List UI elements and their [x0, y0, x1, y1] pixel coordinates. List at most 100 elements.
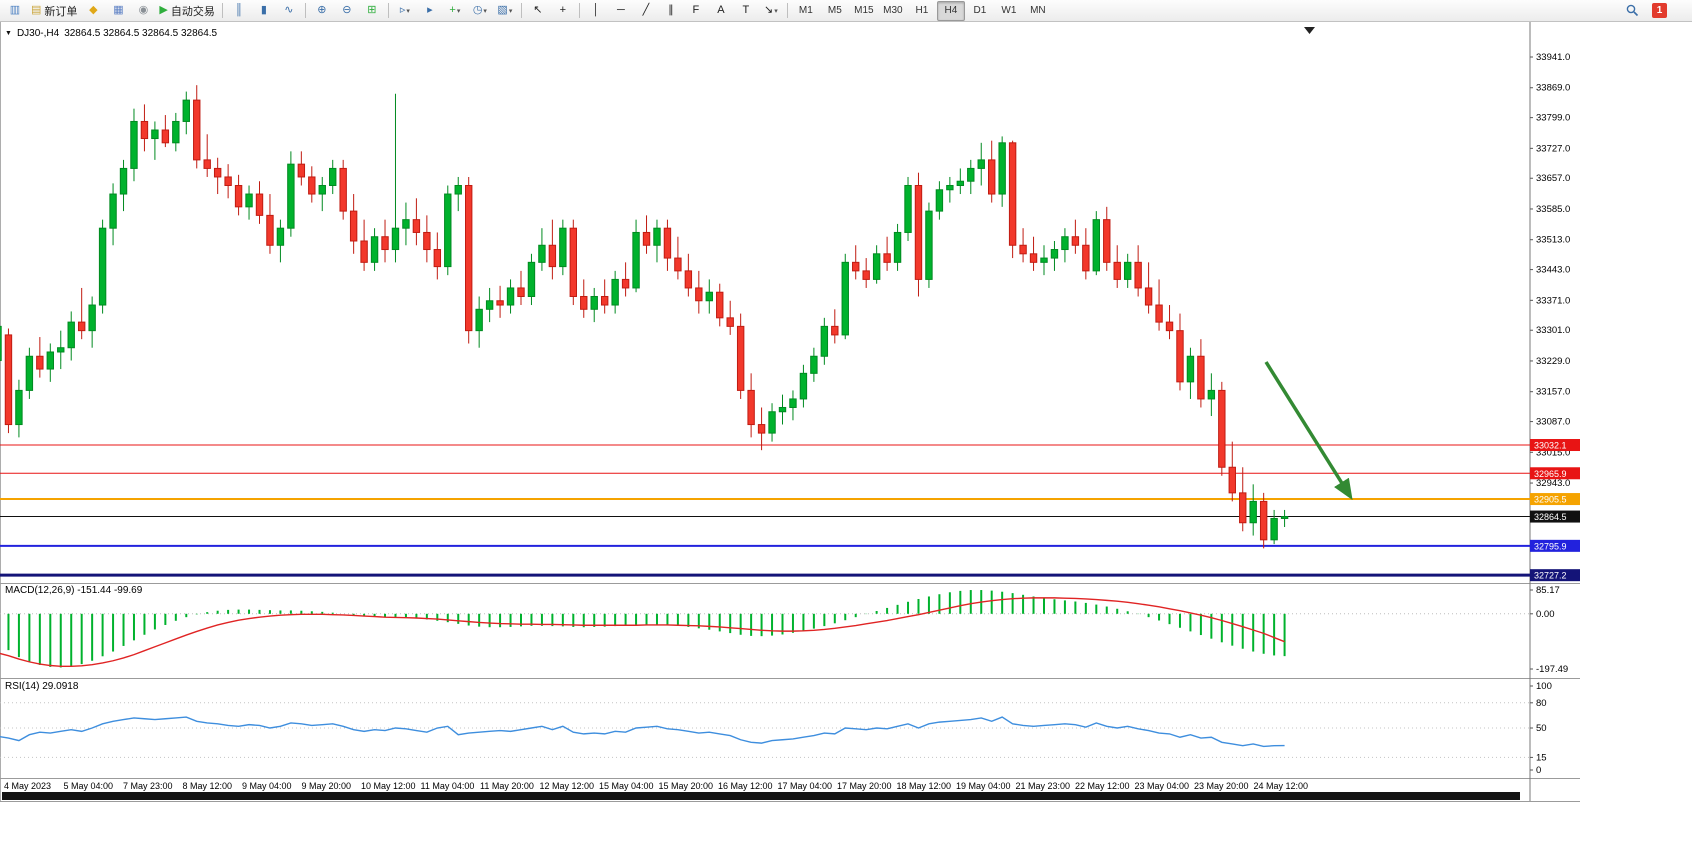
toolbar-separator: [578, 3, 580, 18]
timeframe-m30-button[interactable]: M30: [883, 5, 903, 16]
timeframe-m1-button[interactable]: M1: [798, 5, 813, 16]
equidistant-channel-button[interactable]: ∥: [659, 1, 683, 21]
notification-badge[interactable]: 1: [1652, 3, 1667, 18]
chart-shift-caret-icon[interactable]: ▾: [406, 7, 410, 15]
ohlc-values: 32864.5 32864.5 32864.5 32864.5: [64, 28, 218, 39]
trend-arrow-annotation[interactable]: [1264, 361, 1353, 501]
toolbar-right: 1: [1620, 1, 1667, 21]
text-label-button[interactable]: T: [734, 1, 758, 21]
vertical-line-icon: │: [592, 4, 600, 16]
price-tag: [1530, 467, 1580, 480]
svg-text:11 May 20:00: 11 May 20:00: [480, 781, 534, 791]
periods-icon: ◷: [472, 4, 483, 16]
price-tag: [1530, 439, 1580, 452]
search-button[interactable]: [1620, 1, 1644, 21]
toolbar: ▥ ▤ 新订单 ◆ ▦ ◉ ▶ 自动交易 ║ ▮ ∿ ⊕ ⊖ ⊞ ▹ ▾ ▸ + ▾ ◷ ▾ ▧ ▾ ↖ + │ ─ ╱ ∥ F A T ↘ ▾ M…: [0, 0, 1692, 22]
svg-text:15 May 20:00: 15 May 20:00: [659, 781, 714, 791]
new-order-button[interactable]: ▤ 新订单: [28, 1, 80, 21]
navigator-icon: ◉: [138, 4, 149, 16]
bars-chart-button[interactable]: ║: [227, 1, 251, 21]
svg-text:18 May 12:00: 18 May 12:00: [897, 781, 952, 791]
svg-text:19 May 04:00: 19 May 04:00: [956, 781, 1011, 791]
chart-shift-button[interactable]: ▹ ▾: [393, 1, 417, 21]
indicators-button[interactable]: + ▾: [443, 1, 467, 21]
auto-scroll-button[interactable]: ▸: [418, 1, 442, 21]
svg-text:32864.5: 32864.5: [1534, 512, 1567, 522]
svg-text:32795.9: 32795.9: [1534, 541, 1567, 551]
periods-caret-icon[interactable]: ▾: [483, 7, 487, 15]
price-tag: [1530, 510, 1580, 523]
fibonacci-button[interactable]: F: [684, 1, 708, 21]
svg-text:22 May 12:00: 22 May 12:00: [1075, 781, 1130, 791]
chart-menu-icon[interactable]: [1304, 27, 1315, 34]
symbol-dropdown-icon[interactable]: ▼: [5, 30, 12, 37]
svg-text:32965.9: 32965.9: [1534, 469, 1567, 479]
cursor-button[interactable]: ↖: [526, 1, 550, 21]
new-chart-button[interactable]: ▥: [3, 1, 27, 21]
svg-text:33585.0: 33585.0: [1536, 204, 1570, 215]
zoom-in-button[interactable]: ⊕: [310, 1, 334, 21]
toolbar-separator: [387, 3, 389, 18]
arrows-icon: ↘: [764, 4, 774, 16]
svg-text:-197.49: -197.49: [1536, 664, 1568, 675]
toolbar-separator: [221, 3, 223, 18]
timeframe-mn-button[interactable]: MN: [1030, 5, 1046, 16]
timeframe-m5-button[interactable]: M5: [827, 5, 842, 16]
timeframe-w1-button[interactable]: W1: [1001, 5, 1017, 16]
timeframe-d1-button[interactable]: D1: [973, 5, 987, 16]
text-label-icon: T: [742, 4, 750, 16]
rsi-panel: 100 80 50 15 0: [0, 681, 1552, 776]
candles-chart-button[interactable]: ▮: [252, 1, 276, 21]
svg-text:33657.0: 33657.0: [1536, 173, 1570, 184]
macd-label: MACD(12,26,9) -151.44 -99.69: [5, 585, 143, 596]
candles-layer[interactable]: [0, 85, 1289, 549]
arrows-button[interactable]: ↘ ▾: [759, 1, 783, 21]
auto-trading-label: 自动交易: [170, 5, 215, 18]
horizontal-line-icon: ─: [616, 4, 625, 16]
market-watch-button[interactable]: ◆: [81, 1, 105, 21]
auto-scroll-icon: ▸: [427, 4, 433, 16]
macd-panel: 85.17 0.00 -197.49: [0, 585, 1568, 675]
svg-text:85.17: 85.17: [1536, 585, 1560, 596]
svg-text:33799.0: 33799.0: [1536, 113, 1570, 124]
line-chart-button[interactable]: ∿: [277, 1, 301, 21]
svg-text:33869.0: 33869.0: [1536, 83, 1570, 94]
data-window-button[interactable]: ▦: [106, 1, 130, 21]
fibonacci-icon: F: [692, 4, 700, 16]
svg-text:24 May 12:00: 24 May 12:00: [1254, 781, 1309, 791]
vertical-line-button[interactable]: │: [584, 1, 608, 21]
crosshair-button[interactable]: +: [551, 1, 575, 21]
svg-text:0: 0: [1536, 765, 1541, 776]
svg-text:33087.0: 33087.0: [1536, 417, 1570, 428]
trendline-button[interactable]: ╱: [634, 1, 658, 21]
svg-text:16 May 12:00: 16 May 12:00: [718, 781, 773, 791]
arrows-caret-icon[interactable]: ▾: [774, 7, 778, 15]
new-order-label: 新订单: [44, 5, 78, 18]
zoom-out-button[interactable]: ⊖: [335, 1, 359, 21]
svg-text:4 May 2023: 4 May 2023: [4, 781, 51, 791]
indicators-caret-icon[interactable]: ▾: [456, 7, 461, 15]
horizontal-line-button[interactable]: ─: [609, 1, 633, 21]
svg-text:100: 100: [1536, 681, 1552, 692]
svg-text:33015.0: 33015.0: [1536, 447, 1570, 458]
templates-caret-icon[interactable]: ▾: [508, 7, 513, 15]
navigator-button[interactable]: ◉: [131, 1, 155, 21]
templates-button[interactable]: ▧ ▾: [493, 1, 517, 21]
crosshair-icon: +: [559, 4, 567, 16]
h-scrollbar-thumb[interactable]: [2, 792, 1520, 800]
tile-windows-button[interactable]: ⊞: [360, 1, 384, 21]
toolbar-separator: [520, 3, 522, 18]
svg-text:33032.1: 33032.1: [1534, 441, 1567, 451]
svg-text:33727.0: 33727.0: [1536, 143, 1570, 154]
svg-text:33301.0: 33301.0: [1536, 325, 1570, 336]
svg-text:11 May 04:00: 11 May 04:00: [421, 781, 475, 791]
svg-text:7 May 23:00: 7 May 23:00: [123, 781, 173, 791]
periods-button[interactable]: ◷ ▾: [468, 1, 492, 21]
zoom-in-icon: ⊕: [317, 4, 327, 16]
auto-trading-button[interactable]: ▶ 自动交易: [156, 1, 217, 21]
timeframe-h1-button[interactable]: H1: [915, 5, 929, 16]
text-button[interactable]: A: [709, 1, 733, 21]
timeframe-m15-button[interactable]: M15: [854, 5, 874, 16]
timeframe-h4-button[interactable]: H4: [936, 0, 965, 21]
